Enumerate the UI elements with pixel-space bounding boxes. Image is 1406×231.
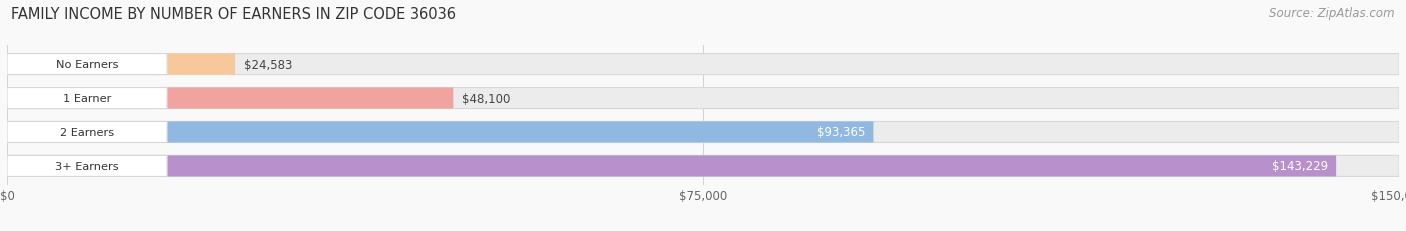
FancyBboxPatch shape bbox=[7, 156, 1399, 177]
FancyBboxPatch shape bbox=[7, 54, 167, 75]
FancyBboxPatch shape bbox=[7, 88, 167, 109]
Text: $24,583: $24,583 bbox=[243, 58, 292, 71]
Text: 2 Earners: 2 Earners bbox=[60, 128, 114, 137]
FancyBboxPatch shape bbox=[7, 156, 167, 177]
FancyBboxPatch shape bbox=[7, 88, 1399, 109]
Text: No Earners: No Earners bbox=[56, 60, 118, 70]
FancyBboxPatch shape bbox=[7, 122, 873, 143]
Text: $143,229: $143,229 bbox=[1271, 160, 1327, 173]
Text: 1 Earner: 1 Earner bbox=[63, 94, 111, 103]
FancyBboxPatch shape bbox=[7, 54, 1399, 75]
FancyBboxPatch shape bbox=[7, 88, 453, 109]
Text: 3+ Earners: 3+ Earners bbox=[55, 161, 120, 171]
FancyBboxPatch shape bbox=[7, 156, 1336, 177]
Text: FAMILY INCOME BY NUMBER OF EARNERS IN ZIP CODE 36036: FAMILY INCOME BY NUMBER OF EARNERS IN ZI… bbox=[11, 7, 457, 22]
Text: $48,100: $48,100 bbox=[461, 92, 510, 105]
Text: $93,365: $93,365 bbox=[817, 126, 865, 139]
Text: Source: ZipAtlas.com: Source: ZipAtlas.com bbox=[1270, 7, 1395, 20]
FancyBboxPatch shape bbox=[7, 122, 1399, 143]
FancyBboxPatch shape bbox=[7, 122, 167, 143]
FancyBboxPatch shape bbox=[7, 54, 235, 75]
